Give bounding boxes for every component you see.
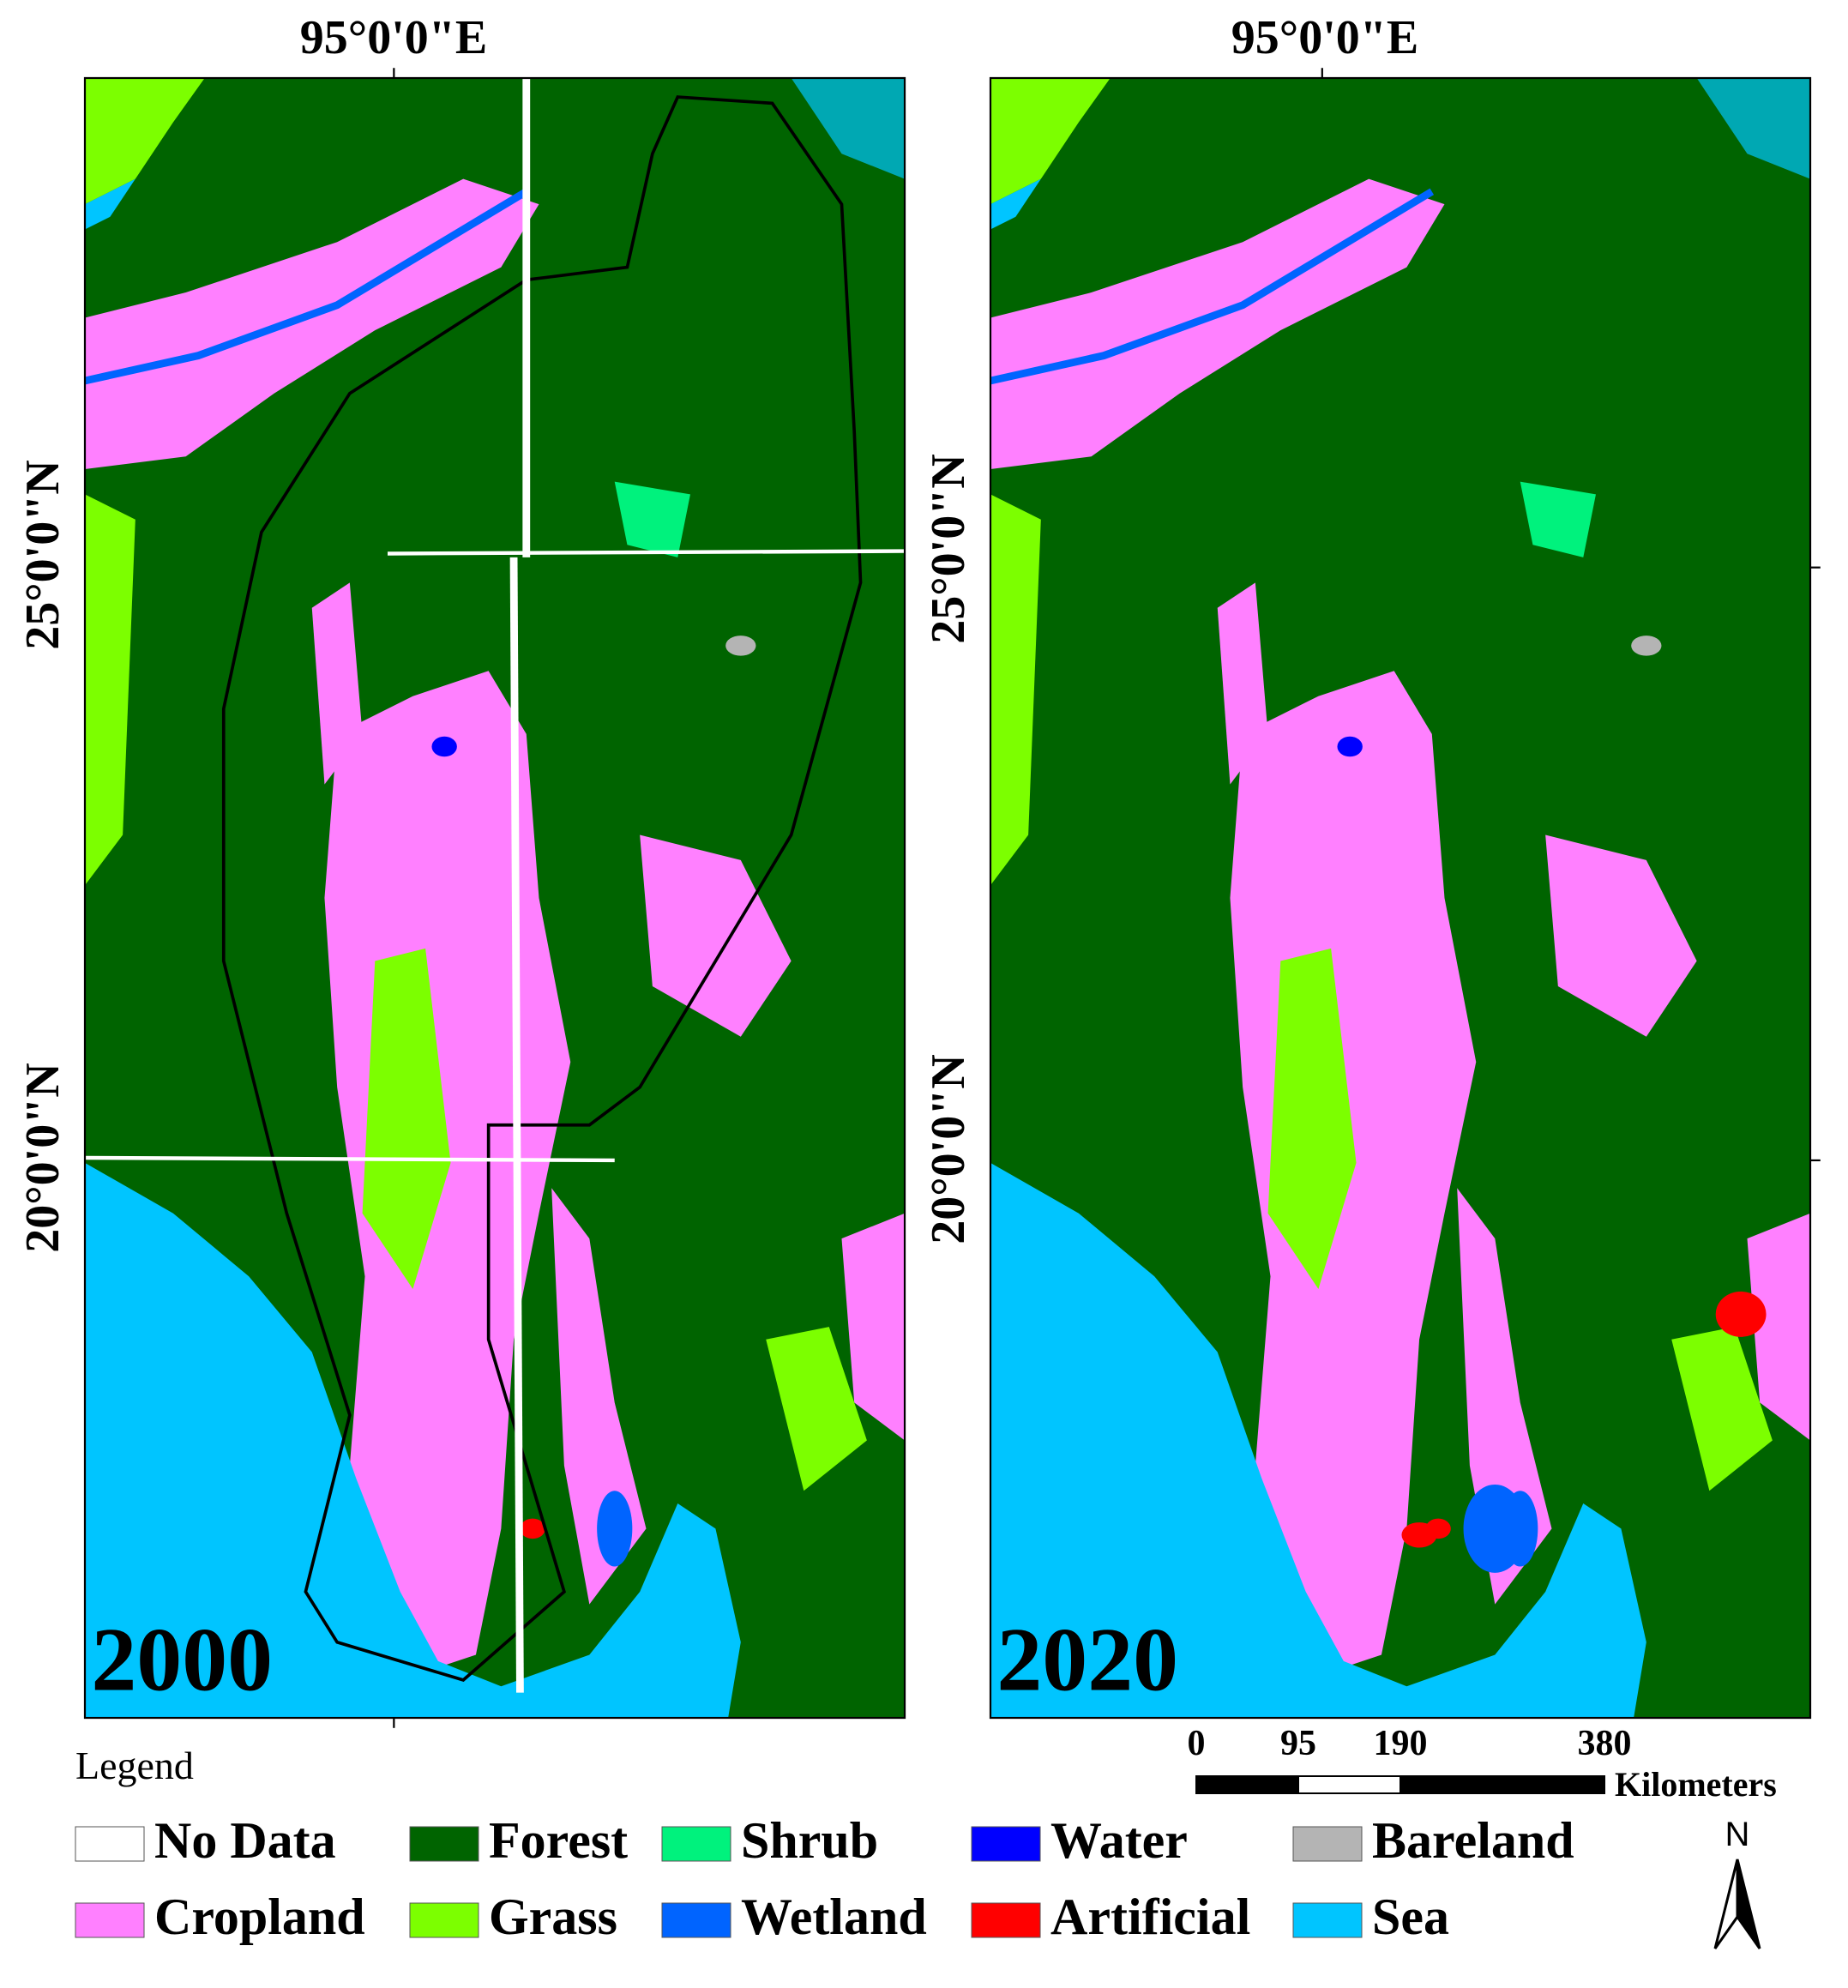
latitude-label: 25°0'0"N xyxy=(16,460,69,649)
legend-label: Shrub xyxy=(741,1812,878,1869)
north-arrow xyxy=(1713,1858,1739,1949)
latitude-label: 20°0'0"N xyxy=(16,1063,69,1252)
legend-label: Wetland xyxy=(741,1889,927,1945)
map-panel: 2020 xyxy=(989,68,1821,1720)
north-label: N xyxy=(1725,1816,1750,1853)
legend-label: Artificial xyxy=(1050,1889,1250,1945)
tile-seam xyxy=(387,549,906,556)
legend-label: Grass xyxy=(489,1889,617,1945)
latitude-label: 20°0'0"N xyxy=(922,1054,975,1244)
tile-seam xyxy=(509,557,524,1693)
legend-label: Forest xyxy=(489,1812,628,1869)
map-panel: 2000 xyxy=(83,68,906,1728)
legend-swatch xyxy=(971,1902,1041,1938)
legend-swatch xyxy=(409,1902,479,1938)
longitude-label: 95°0'0"E xyxy=(1231,11,1418,64)
scale-label: 380 xyxy=(1578,1724,1632,1763)
legend-label: Bareland xyxy=(1372,1812,1574,1869)
frame xyxy=(989,76,1812,1720)
land-cover-map xyxy=(85,78,905,1718)
scale-segment xyxy=(1400,1775,1605,1794)
legend-swatch xyxy=(409,1826,479,1862)
legend-swatch xyxy=(661,1902,731,1938)
scale-label: 95 xyxy=(1280,1724,1316,1763)
land-cover-map xyxy=(990,78,1810,1718)
legend-swatch xyxy=(1292,1902,1363,1938)
legend-swatch xyxy=(971,1826,1041,1862)
legend-title: Legend xyxy=(75,1744,194,1787)
legend-swatch xyxy=(75,1826,145,1862)
artificial-area xyxy=(1715,1291,1767,1337)
wetland-area xyxy=(1463,1484,1527,1573)
legend-label: Cropland xyxy=(154,1889,365,1945)
panel-year: 2020 xyxy=(996,1610,1178,1710)
latitude-label: 25°0'0"N xyxy=(922,454,975,643)
legend-label: Sea xyxy=(1372,1889,1449,1945)
north-arrow xyxy=(1736,1858,1761,1949)
longitude-label: 95°0'0"E xyxy=(300,11,487,64)
legend-label: No Data xyxy=(154,1812,336,1869)
legend-swatch xyxy=(75,1902,145,1938)
panel-year: 2000 xyxy=(91,1610,273,1710)
artificial-area xyxy=(1401,1522,1437,1548)
tile-seam xyxy=(85,1155,615,1163)
legend-swatch xyxy=(661,1826,731,1862)
scale-label: 0 xyxy=(1188,1724,1206,1763)
legend: No Data Forest Shrub Water Bareland Cropland G… xyxy=(75,1812,1574,1945)
scale-label: 190 xyxy=(1374,1724,1428,1763)
legend-label: Water xyxy=(1050,1812,1188,1869)
frame xyxy=(83,76,906,1720)
scale-unit: Kilometers xyxy=(1615,1765,1777,1804)
scale-segment xyxy=(1297,1775,1401,1794)
legend-swatch xyxy=(1292,1826,1363,1862)
boundary xyxy=(221,95,863,1682)
scale-segment xyxy=(1195,1775,1299,1794)
